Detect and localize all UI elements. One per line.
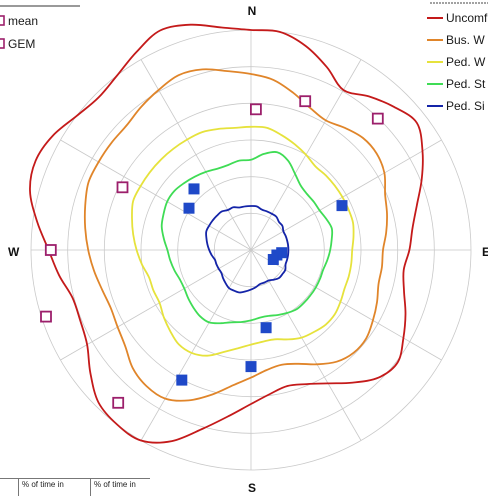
- grid-spoke: [250, 249, 442, 361]
- legend-mean-label: mean: [8, 14, 38, 28]
- direction-label-south: S: [248, 481, 256, 495]
- gem-marker: [183, 202, 195, 214]
- mean-marker: [112, 396, 125, 409]
- contour-3: [160, 150, 334, 325]
- mean-marker: [249, 103, 262, 116]
- grid-spoke: [140, 59, 252, 251]
- marker-legend: mean GEM: [0, 5, 80, 51]
- legend-uncomf-label: Uncomf: [446, 11, 488, 25]
- comfort-contours: [29, 23, 424, 444]
- grid-spoke: [250, 139, 442, 251]
- direction-label-east: E: [482, 245, 488, 259]
- gem-marker: [188, 183, 200, 195]
- contour-0: [29, 23, 424, 444]
- contour-legend: Uncomf Bus. W Ped. W Ped. St Ped. Si: [427, 2, 488, 113]
- legend-gem-swatch: [0, 38, 5, 49]
- legend-bus-label: Bus. W: [446, 33, 485, 47]
- direction-label-north: N: [248, 4, 257, 18]
- gem-marker: [336, 200, 348, 212]
- legend-pedst-label: Ped. St: [446, 77, 486, 91]
- legend-gem-label: GEM: [8, 37, 35, 51]
- legend-mean-swatch: [0, 15, 5, 26]
- gem-marker: [260, 322, 272, 334]
- gem-marker: [176, 374, 188, 386]
- legend-pedsi-label: Ped. Si: [446, 99, 485, 113]
- contour-4: [205, 205, 290, 294]
- grid-spoke: [60, 249, 252, 361]
- gem-marker: [267, 254, 279, 265]
- table-cell-blank: [0, 479, 18, 496]
- mean-marker: [44, 244, 57, 256]
- legend-pedw-label: Ped. W: [446, 55, 486, 69]
- gem-marker: [245, 361, 257, 373]
- mean-marker: [371, 112, 384, 125]
- grid-spoke: [140, 249, 252, 441]
- table-header-2: % of time in: [90, 479, 150, 496]
- mean-marker: [299, 95, 312, 108]
- mean-marker: [40, 310, 52, 323]
- stats-table-fragment: % of time in % of time in: [0, 478, 150, 496]
- grid-spoke: [250, 249, 362, 441]
- table-header-1: % of time in: [18, 479, 90, 496]
- grid-spoke: [60, 139, 252, 251]
- data-markers: [40, 95, 384, 409]
- contour-1: [83, 68, 388, 402]
- contour-2: [131, 125, 355, 357]
- direction-label-west: W: [8, 245, 20, 259]
- mean-marker: [116, 181, 129, 194]
